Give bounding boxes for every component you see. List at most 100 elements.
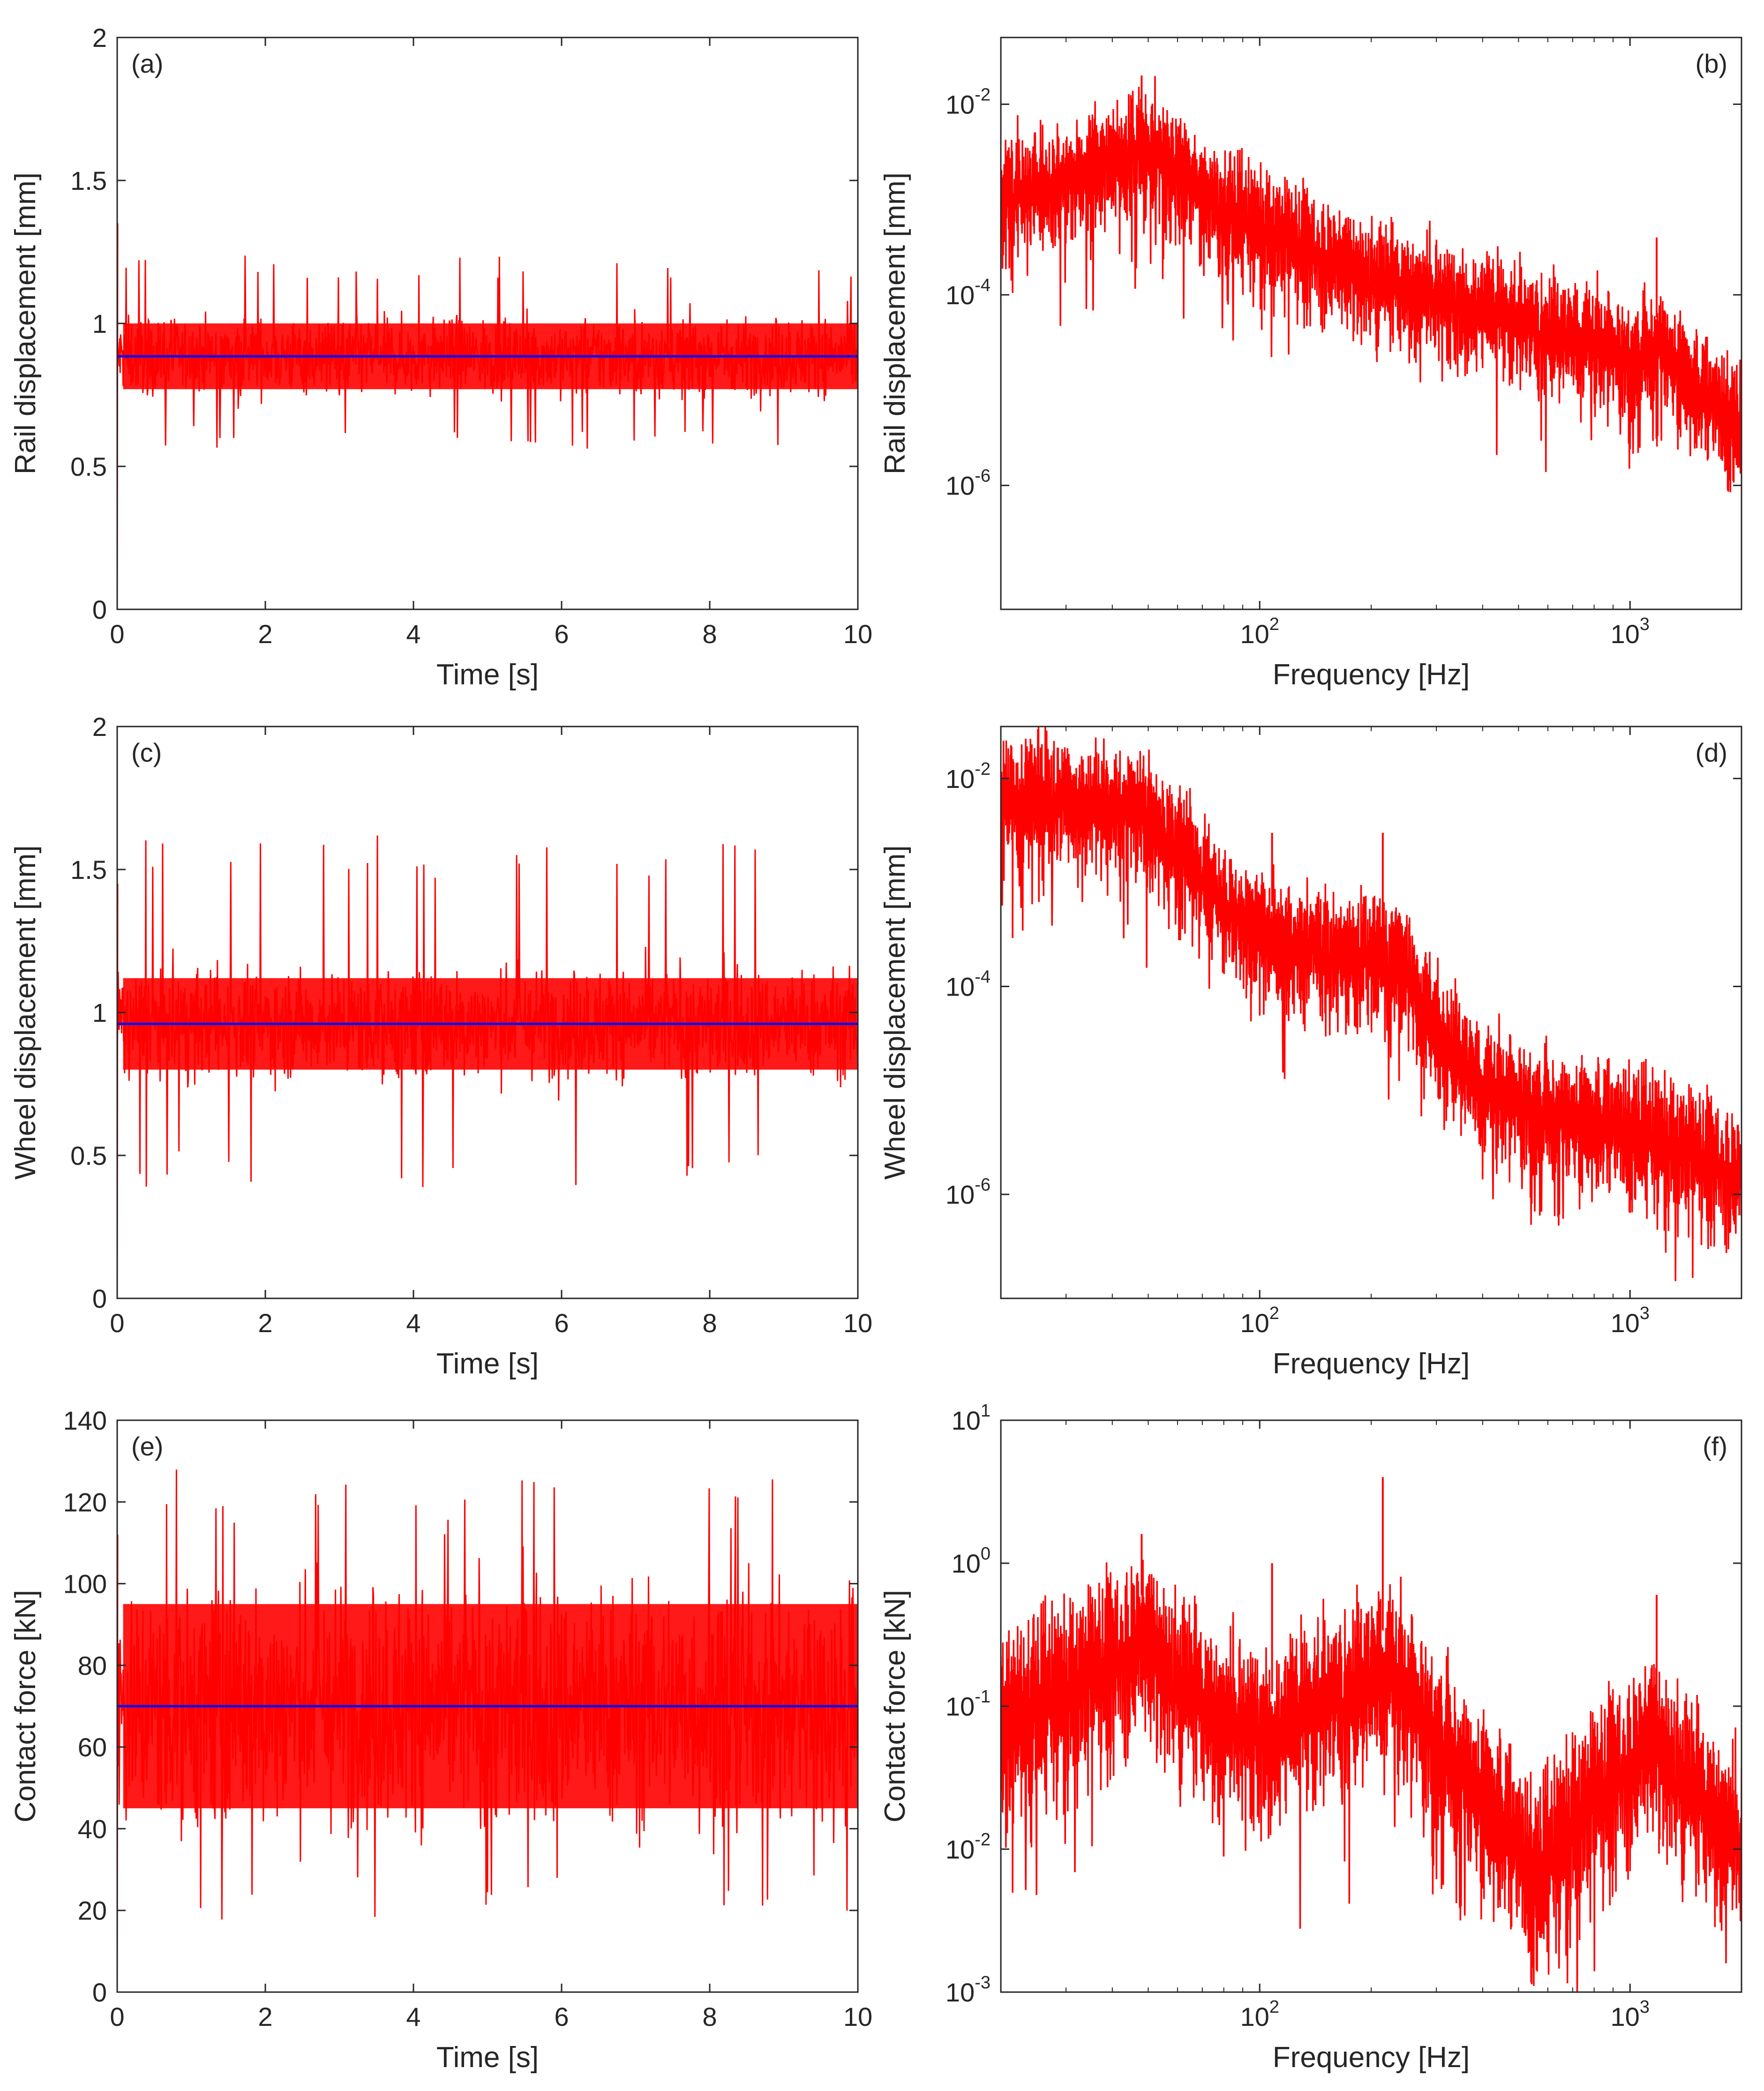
x-tick-label: 4 (406, 619, 420, 649)
tick-exponent: 0 (981, 1544, 991, 1564)
tick-base: 10 (952, 1406, 981, 1435)
x-tick-label: 2 (258, 2002, 272, 2031)
x-tick-label: 6 (554, 619, 569, 649)
x-tick-label: 0 (110, 619, 124, 649)
tick-base: 10 (946, 471, 975, 501)
y-tick-label: 10-4 (946, 276, 991, 310)
tick-exponent: -2 (975, 1830, 991, 1850)
tick-exponent: -1 (975, 1687, 991, 1707)
y-tick-label: 140 (63, 1406, 107, 1435)
tick-base: 10 (1610, 619, 1639, 649)
y-tick-label: 10-2 (946, 1830, 991, 1864)
panel-tag: (e) (131, 1431, 163, 1461)
y-tick-label: 20 (78, 1896, 107, 1926)
y-tick-label: 1.5 (70, 166, 107, 195)
tick-base: 10 (946, 1180, 975, 1209)
x-tick-label: 10 (843, 1308, 872, 1338)
y-tick-label: 10-3 (946, 1973, 991, 2007)
panel-tag: (d) (1696, 738, 1727, 767)
tick-base: 10 (946, 90, 975, 119)
y-tick-label: 2 (92, 712, 107, 742)
y-axis-label: Contact force [kN] (9, 1590, 42, 1822)
y-axis-label: Wheel displacement [mm] (879, 845, 911, 1179)
spectrum-line (1001, 727, 1741, 1282)
panel-tag: (c) (131, 738, 162, 767)
tick-exponent: -6 (975, 1175, 991, 1195)
x-tick-label: 10 (843, 2002, 872, 2031)
plot-area (117, 223, 858, 609)
tick-base: 10 (946, 1978, 975, 2007)
tick-base: 10 (1240, 2002, 1269, 2031)
x-tick-label: 6 (554, 1308, 569, 1338)
plot-area (117, 835, 858, 1298)
x-axis-label: Time [s] (436, 1348, 539, 1380)
y-tick-label: 0.5 (70, 1141, 107, 1170)
tick-base: 10 (1240, 619, 1269, 649)
x-tick-label: 4 (406, 2002, 420, 2031)
panel-tag: (b) (1696, 49, 1727, 78)
y-tick-label: 10-2 (946, 85, 991, 119)
y-axis-label: Rail displacement [mm] (879, 172, 911, 474)
tick-base: 10 (1610, 1308, 1639, 1338)
y-tick-label: 0 (92, 1978, 107, 2007)
x-tick-label: 102 (1240, 1997, 1279, 2031)
x-tick-label: 103 (1610, 1304, 1649, 1338)
tick-exponent: 3 (1640, 615, 1650, 634)
x-tick-label: 102 (1240, 1304, 1279, 1338)
y-tick-label: 2 (92, 23, 107, 52)
tick-exponent: -2 (975, 759, 991, 779)
y-tick-label: 120 (63, 1487, 107, 1517)
y-tick-label: 60 (78, 1732, 107, 1762)
y-axis-label: Wheel displacement [mm] (9, 845, 42, 1179)
tick-base: 10 (952, 1549, 981, 1578)
x-tick-label: 102 (1240, 615, 1279, 649)
x-tick-label: 2 (258, 1308, 272, 1338)
x-tick-label: 2 (258, 619, 272, 649)
y-tick-label: 10-6 (946, 1175, 991, 1209)
tick-exponent: 2 (1269, 615, 1279, 634)
chart-panel-c: 0 2 4 6 8 10 0 0.5 1 1.5 2 (c) Time [s] Wheel displac… (9, 712, 872, 1380)
tick-exponent: 2 (1269, 1997, 1279, 2017)
x-tick-label: 8 (702, 1308, 717, 1338)
y-tick-label: 0 (92, 1284, 107, 1313)
y-axis-label: Rail displacement [mm] (9, 172, 42, 474)
plot-area (1001, 75, 1741, 493)
x-tick-label: 103 (1610, 1997, 1649, 2031)
panel-tag: (a) (131, 49, 163, 78)
tick-exponent: 3 (1640, 1304, 1650, 1323)
y-tick-label: 10-6 (946, 466, 991, 501)
x-tick-label: 10 (843, 619, 872, 649)
x-tick-label: 0 (110, 1308, 124, 1338)
x-tick-label: 6 (554, 2002, 569, 2031)
plot-area (1001, 727, 1741, 1282)
y-tick-label: 1 (92, 998, 107, 1027)
y-tick-label: 101 (952, 1401, 991, 1435)
tick-base: 10 (1610, 2002, 1639, 2031)
plot-area (117, 1469, 858, 1992)
tick-exponent: 2 (1269, 1304, 1279, 1323)
tick-exponent: -4 (975, 276, 991, 295)
tick-exponent: -6 (975, 466, 991, 486)
tick-base: 10 (946, 1692, 975, 1721)
x-axis-label: Frequency [Hz] (1273, 659, 1470, 691)
y-tick-label: 10-1 (946, 1687, 991, 1721)
y-axis-label: Contact force [kN] (879, 1590, 911, 1822)
y-tick-label: 100 (952, 1544, 991, 1578)
y-tick-label: 0.5 (70, 452, 107, 481)
spectrum-line (1001, 1559, 1741, 1992)
panel-tag: (f) (1703, 1431, 1727, 1461)
tick-base: 10 (946, 972, 975, 1002)
y-tick-label: 10-2 (946, 759, 991, 794)
y-tick-label: 100 (63, 1569, 107, 1599)
tick-exponent: -4 (975, 967, 991, 987)
x-axis-label: Frequency [Hz] (1273, 2041, 1470, 2074)
y-tick-label: 80 (78, 1651, 107, 1680)
signal-line (117, 223, 858, 609)
x-tick-label: 8 (702, 2002, 717, 2031)
tick-exponent: -3 (975, 1973, 991, 1993)
chart-panel-a: 0 2 4 6 8 10 0 0.5 1 1.5 2 (a) Time [s] Rail displace… (9, 23, 872, 691)
